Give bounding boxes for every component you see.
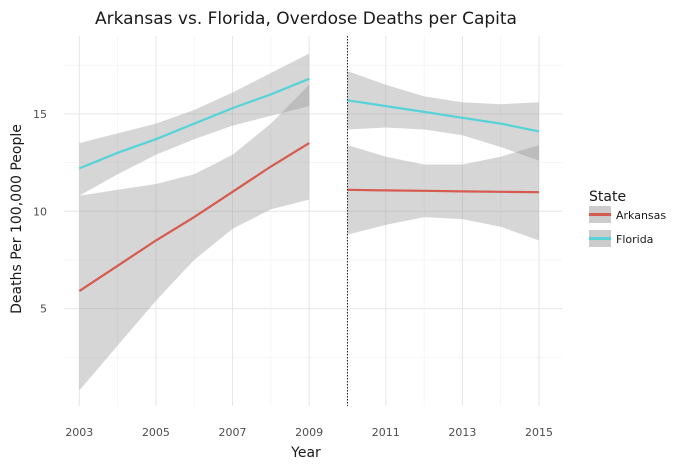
grid: [64, 36, 562, 406]
legend-label-florida: Florida: [616, 233, 653, 246]
x-tick-label: 2011: [372, 426, 400, 439]
x-tick-labels: 2003 2005 2007 2009 2011 2013 2015: [65, 426, 553, 439]
arkansas-ci-band-2: [347, 145, 539, 241]
y-tick-label: 15: [33, 108, 47, 121]
x-tick-label: 2015: [525, 426, 553, 439]
legend-label-arkansas: Arkansas: [616, 209, 666, 222]
legend-title: State: [589, 189, 626, 205]
y-tick-label: 5: [40, 303, 47, 316]
y-axis-title: Deaths Per 100,000 People: [9, 124, 25, 314]
x-tick-label: 2013: [448, 426, 476, 439]
x-tick-label: 2003: [65, 426, 93, 439]
arkansas-line-1: [78, 142, 310, 293]
legend: State Arkansas Florida: [589, 189, 666, 247]
y-tick-label: 10: [33, 205, 47, 218]
arkansas-ci-band-1: [79, 84, 310, 391]
x-tick-label: 2005: [142, 426, 170, 439]
florida-line-1: [78, 77, 310, 170]
x-tick-label: 2007: [219, 426, 247, 439]
chart-title: Arkansas vs. Florida, Overdose Deaths pe…: [95, 9, 517, 29]
arkansas-line-2: [347, 188, 540, 194]
x-axis-title: Year: [290, 445, 321, 461]
x-tick-label: 2009: [295, 426, 323, 439]
y-tick-labels: 5 10 15: [33, 108, 47, 316]
florida-line-2: [347, 99, 540, 133]
series-lines: [78, 77, 540, 293]
